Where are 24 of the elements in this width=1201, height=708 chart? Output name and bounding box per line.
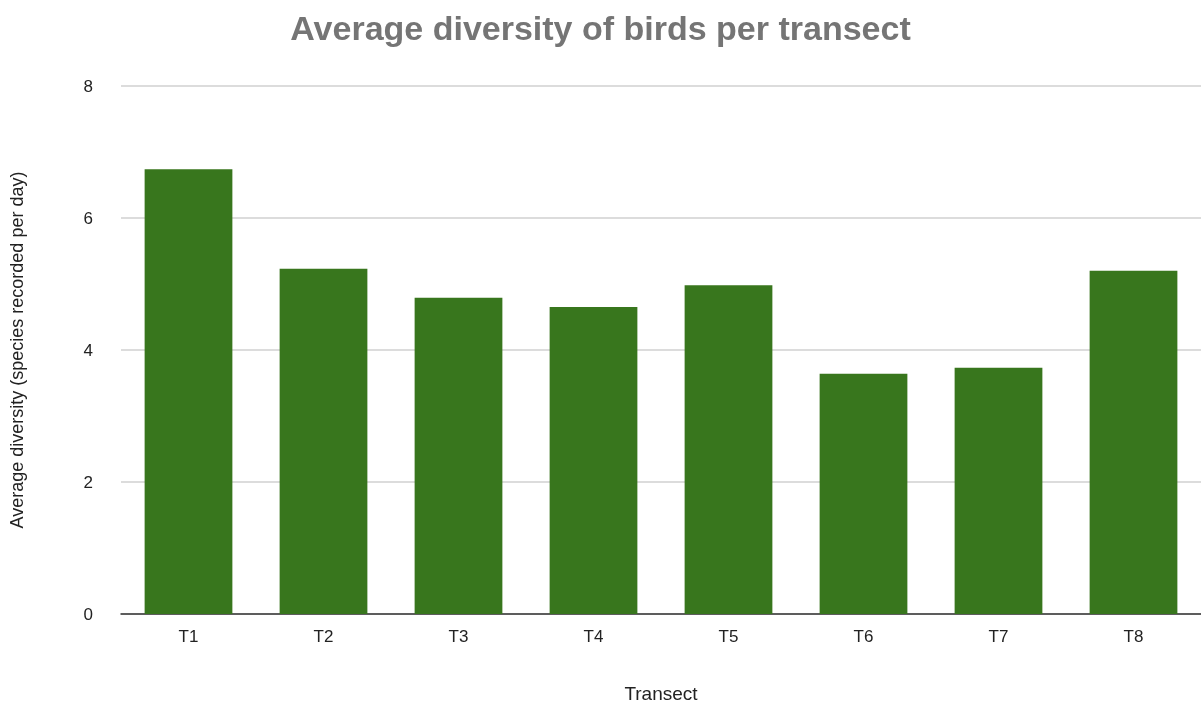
x-tick-label: T7 bbox=[988, 627, 1009, 646]
bar bbox=[684, 285, 773, 614]
x-tick-label: T8 bbox=[1123, 627, 1144, 646]
x-tick-label: T5 bbox=[718, 627, 739, 646]
chart-title: Average diversity of birds per transect bbox=[290, 9, 911, 47]
y-tick-label: 6 bbox=[83, 208, 93, 228]
x-axis-title: Transect bbox=[624, 683, 699, 704]
y-tick-label: 2 bbox=[83, 472, 93, 492]
bar bbox=[144, 169, 233, 614]
x-tick-label: T2 bbox=[313, 627, 334, 646]
bar bbox=[549, 307, 638, 614]
y-axis-title: Average diversity (species recorded per day) bbox=[7, 171, 27, 529]
x-tick-label: T1 bbox=[178, 627, 199, 646]
y-tick-label: 4 bbox=[83, 340, 93, 360]
y-tick-label: 8 bbox=[83, 76, 93, 96]
x-tick-label: T4 bbox=[583, 627, 604, 646]
bar bbox=[1089, 270, 1178, 614]
x-tick-label: T3 bbox=[448, 627, 469, 646]
y-tick-label: 0 bbox=[83, 604, 93, 624]
x-tick-label: T6 bbox=[853, 627, 874, 646]
bar bbox=[819, 373, 908, 614]
bar bbox=[279, 268, 368, 614]
bar bbox=[954, 367, 1043, 614]
bar bbox=[414, 297, 503, 614]
